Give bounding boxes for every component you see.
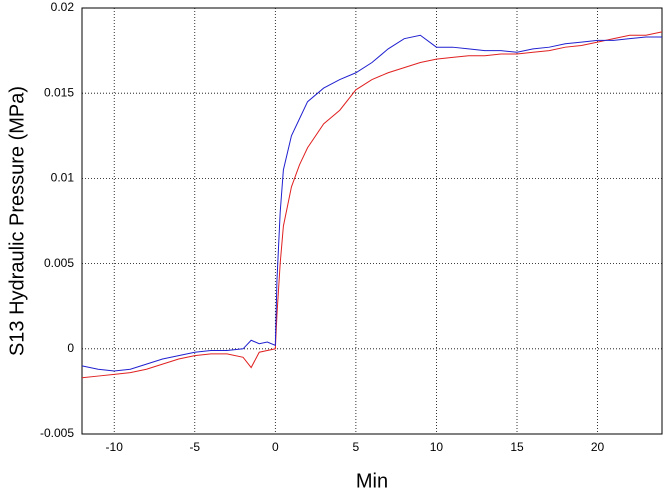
data-line bbox=[81, 34, 662, 372]
x-tick-label: 15 bbox=[510, 440, 524, 454]
x-tick-label: -10 bbox=[106, 440, 124, 454]
y-tick-label: 0 bbox=[67, 341, 74, 355]
x-tick-label: 5 bbox=[353, 440, 360, 454]
y-tick-label: -0.005 bbox=[40, 426, 74, 440]
y-tick-label: 0.02 bbox=[51, 0, 75, 14]
x-tick-label: 20 bbox=[591, 440, 605, 454]
x-axis-label: Min bbox=[356, 470, 388, 492]
x-tick-label: 10 bbox=[430, 440, 444, 454]
plot-frame bbox=[81, 7, 663, 435]
y-tick-label: 0.015 bbox=[44, 85, 74, 99]
data-line bbox=[81, 31, 663, 379]
x-tick-label: -5 bbox=[189, 440, 200, 454]
x-tick-label: 0 bbox=[272, 440, 279, 454]
y-tick-label: 0.01 bbox=[51, 171, 75, 185]
y-axis-label: S13 Hydraulic Pressure (MPa) bbox=[6, 86, 28, 356]
y-tick-label: 0.005 bbox=[44, 256, 74, 270]
